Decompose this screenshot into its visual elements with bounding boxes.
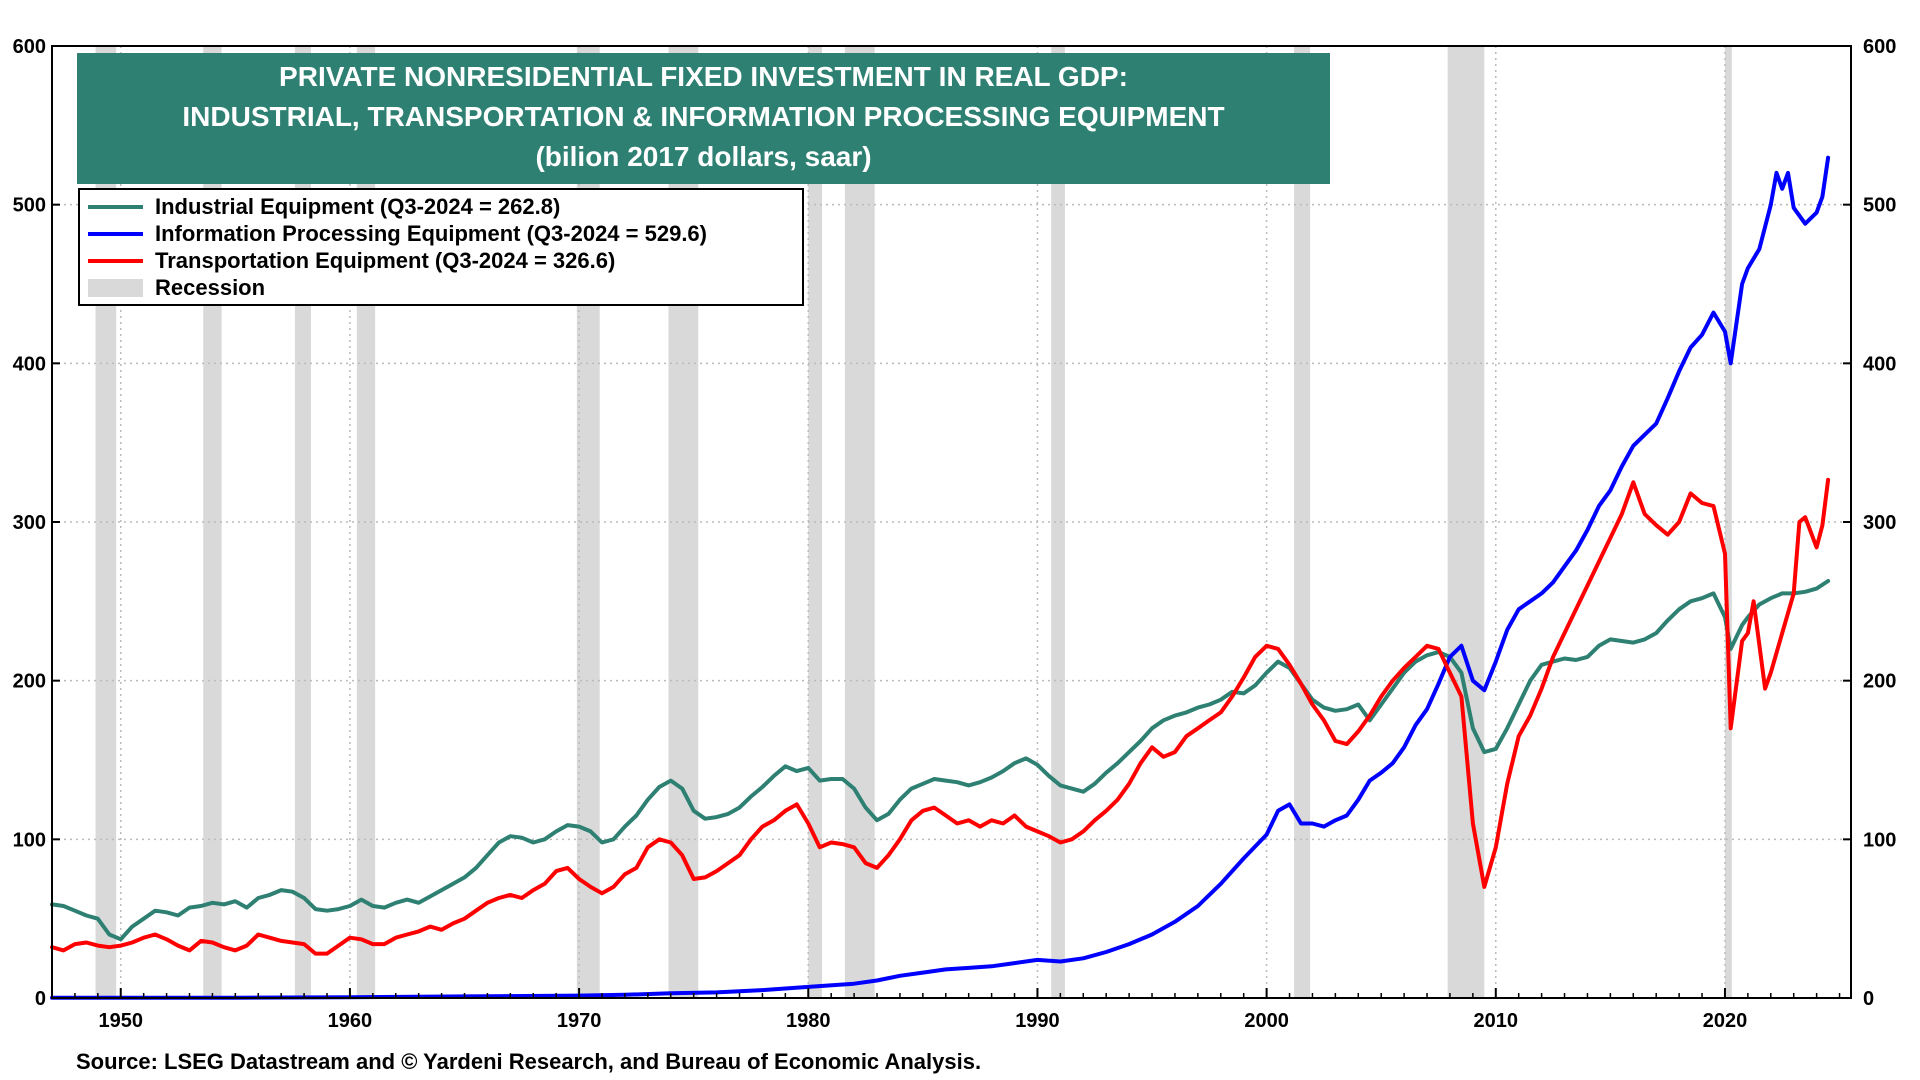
title-line-3: (bilion 2017 dollars, saar) xyxy=(535,141,872,172)
y-tick-label-left-4: 400 xyxy=(13,353,46,375)
title-line-2: INDUSTRIAL, TRANSPORTATION & INFORMATION… xyxy=(182,101,1225,132)
recession-band-9 xyxy=(1294,46,1311,998)
y-tick-label-right-5: 500 xyxy=(1863,195,1896,217)
legend-item-transport: Transportation Equipment (Q3-2024 = 326.… xyxy=(88,248,615,274)
axes: 0 0 100 100 200 200 300 300 400 400 500 500 600 600 19… xyxy=(13,36,1897,1032)
recession-band-8 xyxy=(1051,46,1065,998)
y-tick-label-right-4: 400 xyxy=(1863,353,1896,375)
x-tick-label-0: 1950 xyxy=(99,1010,144,1032)
series-line-industrial-equipment xyxy=(50,579,1831,942)
legend: Industrial Equipment (Q3-2024 = 262.8) I… xyxy=(78,188,804,306)
y-tick-label-right-1: 100 xyxy=(1863,829,1896,851)
y-tick-label-right-0: 0 xyxy=(1863,988,1874,1010)
y-tick-label-left-5: 500 xyxy=(13,195,46,217)
y-tick-label-right-2: 200 xyxy=(1863,671,1896,693)
series-line-transportation-equipment xyxy=(50,477,1831,956)
source-note: Source: LSEG Datastream and © Yardeni Re… xyxy=(76,1049,982,1074)
chart-title: PRIVATE NONRESIDENTIAL FIXED INVESTMENT … xyxy=(77,53,1330,184)
legend-label-info: Information Processing Equipment (Q3-202… xyxy=(155,221,707,246)
legend-swatch-recession xyxy=(88,279,143,297)
y-tick-label-left-6: 600 xyxy=(13,36,46,58)
x-tick-label-7: 2020 xyxy=(1703,1010,1748,1032)
series-line-information-processing-equipment xyxy=(50,155,1831,1000)
x-tick-label-3: 1980 xyxy=(786,1010,831,1032)
recession-band-10 xyxy=(1447,46,1485,998)
x-tick-label-2: 1970 xyxy=(557,1010,602,1032)
legend-item-industrial: Industrial Equipment (Q3-2024 = 262.8) xyxy=(88,194,560,220)
x-tick-label-4: 1990 xyxy=(1015,1010,1060,1032)
legend-label-industrial: Industrial Equipment (Q3-2024 = 262.8) xyxy=(155,194,561,219)
title-line-1: PRIVATE NONRESIDENTIAL FIXED INVESTMENT … xyxy=(279,61,1128,92)
x-tick-label-1: 1960 xyxy=(328,1010,373,1032)
legend-swatch-transport xyxy=(88,259,143,263)
y-tick-label-right-3: 300 xyxy=(1863,512,1896,534)
legend-item-info: Information Processing Equipment (Q3-202… xyxy=(88,221,707,247)
legend-label-recession: Recession xyxy=(155,275,266,300)
legend-swatch-industrial xyxy=(88,205,143,209)
legend-swatch-info xyxy=(88,232,143,236)
series-lines xyxy=(50,155,1831,1000)
y-tick-label-left-0: 0 xyxy=(35,988,46,1010)
recession-band-11 xyxy=(1724,46,1732,998)
y-tick-label-left-1: 100 xyxy=(13,829,46,851)
x-tick-label-5: 2000 xyxy=(1244,1010,1289,1032)
y-tick-label-left-3: 300 xyxy=(13,512,46,534)
y-tick-label-left-2: 200 xyxy=(13,671,46,693)
x-tick-label-6: 2010 xyxy=(1474,1010,1519,1032)
legend-label-transport: Transportation Equipment (Q3-2024 = 326.… xyxy=(155,248,616,273)
legend-item-recession: Recession xyxy=(88,275,265,301)
y-tick-label-right-6: 600 xyxy=(1863,36,1896,58)
